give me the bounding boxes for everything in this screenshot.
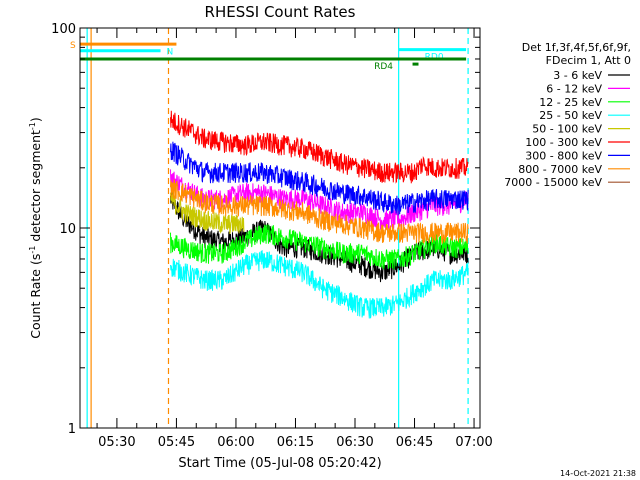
x-axis: 05:30 05:45 06:00 06:15 06:30 06:45 07:00 [96,28,493,450]
y-tick-label: 1 [68,422,76,437]
legend-header: Det 1f,3f,4f,5f,6f,9f, [522,41,631,54]
y-axis-label-part: detector segment [28,130,43,246]
chart-title: RHESSI Count Rates [205,3,356,21]
series-line [170,250,469,319]
legend-header: FDecim 1, Att 0 [546,54,631,67]
state-bars: SNRD0RD4 [70,41,467,72]
legend-label: 6 - 12 keV [546,82,602,95]
y-tick-label: 100 [51,22,76,37]
x-tick-label: 06:15 [277,435,314,450]
legend-label: 3 - 6 keV [553,69,602,82]
series-line [170,141,469,216]
series-line [170,192,245,235]
state-bar-label: S [70,41,76,51]
state-bar-label: N [167,48,174,58]
x-tick-label: 07:00 [455,435,492,450]
series-line [170,179,469,244]
legend-label: 25 - 50 keV [539,109,602,122]
y-axis: 1 10 100 [51,22,480,437]
y-axis-label-part: ) [28,117,43,122]
timestamp: 14-Oct-2021 21:38 [560,469,636,478]
x-axis-label: Start Time (05-Jul-08 05:20:42) [178,456,381,471]
x-tick-label: 06:30 [336,435,373,450]
legend: Det 1f,3f,4f,5f,6f,9f, FDecim 1, Att 0 3… [504,41,631,189]
legend-label: 100 - 300 keV [525,136,602,149]
x-tick-label: 06:00 [217,435,254,450]
series-group [170,110,469,319]
series-line [170,110,469,184]
legend-label: 50 - 100 keV [532,123,602,136]
x-tick-label: 06:45 [396,435,433,450]
y-axis-label-part: Count Rate (s [28,254,43,339]
state-bar-label: RD4 [374,62,393,72]
legend-label: 12 - 25 keV [539,96,602,109]
legend-label: 7000 - 15000 keV [504,176,602,189]
y-axis-label: Count Rate (s-1 detector segment-1) [28,117,43,339]
y-axis-label-sup: -1 [28,122,37,130]
legend-label: 300 - 800 keV [525,149,602,162]
y-axis-label-sup: -1 [28,246,37,254]
x-tick-label: 05:30 [98,435,135,450]
y-tick-label: 10 [59,222,76,237]
series-line [170,224,469,270]
x-tick-label: 05:45 [158,435,195,450]
legend-label: 800 - 7000 keV [518,163,602,176]
